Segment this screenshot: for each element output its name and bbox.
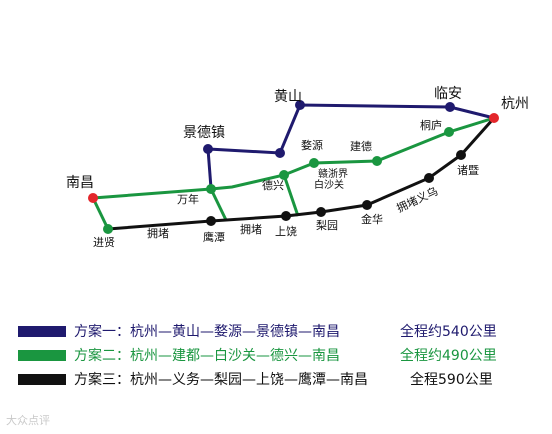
legend-plan3-name: 方案三： (74, 372, 130, 388)
node-linan (445, 102, 455, 112)
label-ganzhejie: 赣浙界 (318, 167, 348, 180)
node-jinxian (103, 224, 113, 234)
label-jinxian: 进贤 (93, 236, 115, 249)
label-baishaguan: 白沙关 (314, 178, 344, 191)
node-dexing (279, 170, 289, 180)
legend-plan2-name: 方案二： (74, 348, 130, 364)
legend-swatch-plan3 (18, 373, 66, 385)
legend-swatch-plan1 (18, 325, 66, 337)
label-jinhua: 金华 (361, 212, 383, 226)
route-nanchang-jinxian (91, 197, 110, 230)
label-liyuan: 梨园 (316, 218, 338, 232)
node-wuyuan (275, 148, 285, 158)
route-plan1-line (206, 103, 495, 189)
legend-plan1-name: 方案一： (74, 324, 130, 340)
legend-row-plan2: 方案二： 杭州—建都—白沙关—德兴—南昌 全程约490公里 (18, 346, 497, 364)
label-yingtan: 鹰潭 (203, 230, 225, 244)
label-yongdu-yiwu: 拥堵义乌 (394, 184, 440, 215)
node-yiwu (424, 173, 434, 183)
label-dexing: 德兴 (262, 178, 284, 192)
label-wannian: 万年 (177, 192, 199, 206)
node-ganzhejie (309, 158, 319, 168)
legend-plan3-route: 杭州—义务—梨园—上饶—鹰潭—南昌 (130, 372, 368, 388)
node-yingtan (206, 216, 216, 226)
legend-plan1-route: 杭州—黄山—婺源—景德镇—南昌 (130, 324, 340, 340)
legend-plan2-route: 杭州—建都—白沙关—德兴—南昌 (130, 348, 340, 364)
label-hangzhou: 杭州 (501, 96, 529, 112)
label-yongdu-2: 拥堵 (240, 222, 262, 236)
watermark: 大众点评 (6, 414, 50, 427)
label-nanchang: 南昌 (66, 175, 94, 191)
label-tonglu: 桐庐 (420, 118, 442, 132)
label-yongdu-1: 拥堵 (147, 226, 169, 240)
legend-plan1-distance: 全程约540公里 (400, 324, 497, 340)
node-wannian (206, 184, 216, 194)
label-linan: 临安 (434, 86, 462, 102)
legend-row-plan3: 方案三： 杭州—义务—梨园—上饶—鹰潭—南昌 全程590公里 (18, 370, 493, 388)
node-liyuan (316, 207, 326, 217)
label-shangrao: 上饶 (275, 225, 297, 238)
label-wuyuan: 婺源 (301, 138, 323, 152)
label-jiande: 建德 (350, 139, 372, 153)
node-hangzhou (489, 113, 499, 123)
legend-plan2-distance: 全程约490公里 (400, 348, 497, 364)
legend-row-plan1: 方案一： 杭州—黄山—婺源—景德镇—南昌 全程约540公里 (18, 322, 497, 340)
node-zhuji (456, 150, 466, 160)
node-huangshan (295, 100, 305, 110)
node-jiande (372, 156, 382, 166)
node-tonglu (444, 127, 454, 137)
node-nanchang (88, 193, 98, 203)
node-shangrao (281, 211, 291, 221)
legend-swatch-plan2 (18, 349, 66, 361)
label-huangshan: 黄山 (274, 88, 302, 105)
label-jingdezhen: 景德镇 (183, 125, 225, 141)
node-jingdezhen (203, 144, 213, 154)
route-plan2-branch-dexing (282, 174, 300, 217)
label-zhuji: 诸暨 (457, 164, 479, 177)
legend-plan3-distance: 全程590公里 (410, 372, 493, 388)
route-plan2-branch-wannian (209, 188, 228, 221)
route-plan3-line (107, 117, 496, 231)
node-jinhua (362, 200, 372, 210)
